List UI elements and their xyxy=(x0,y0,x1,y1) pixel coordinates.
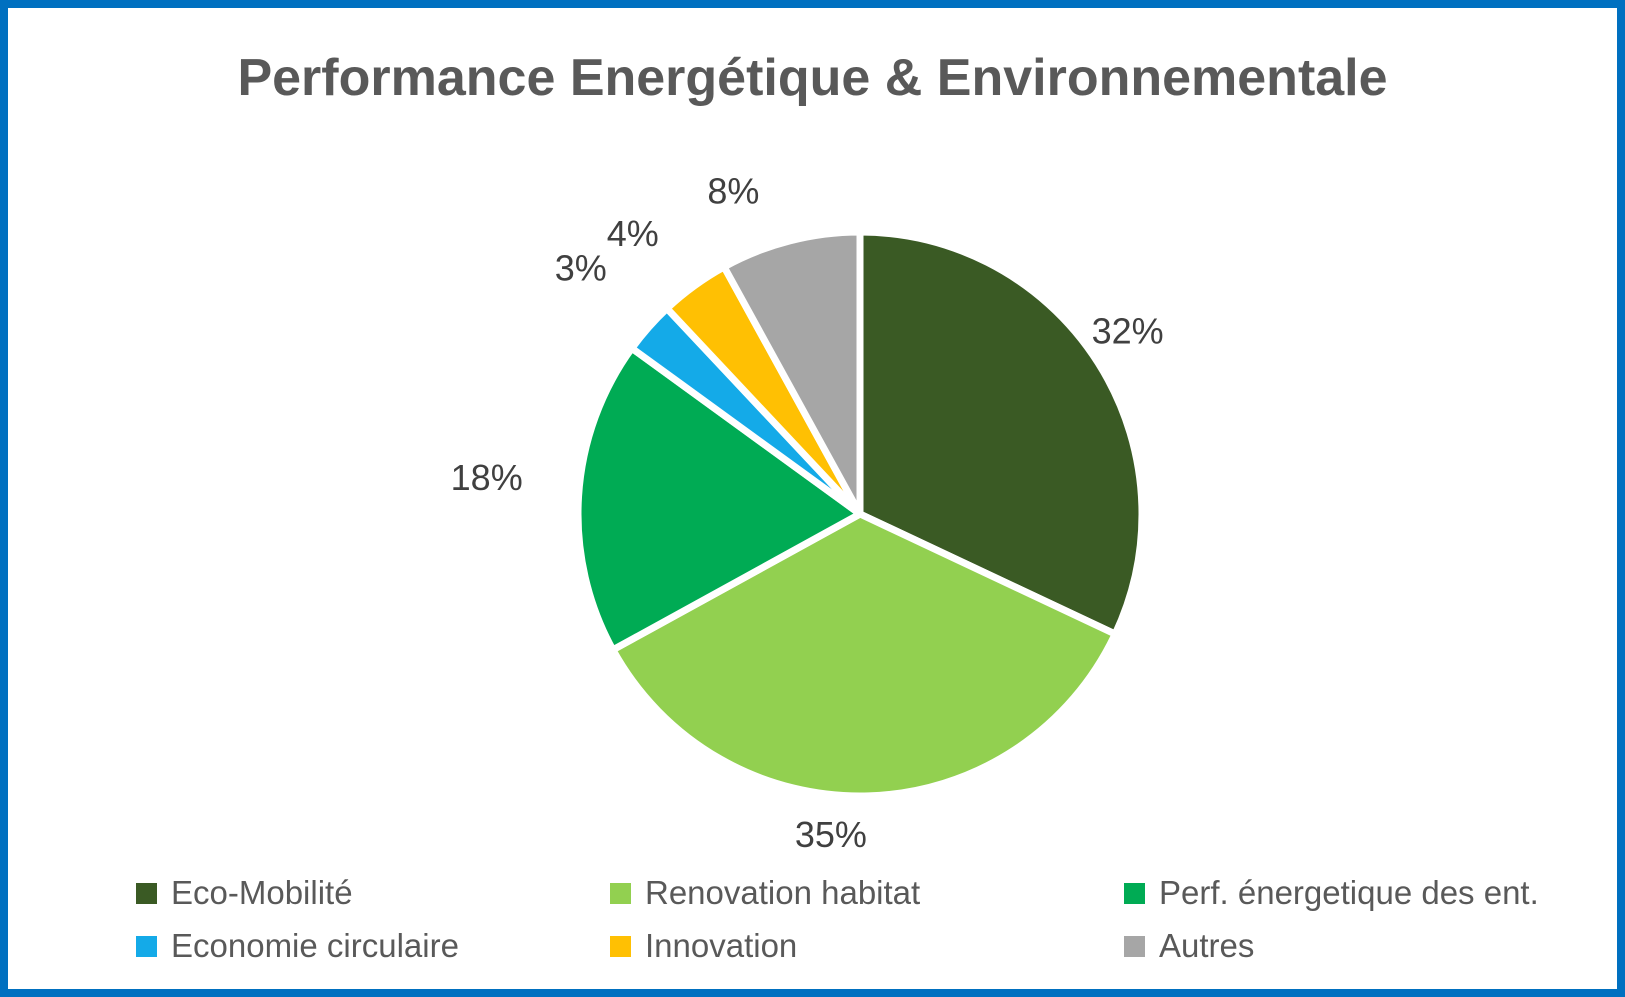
legend-label: Renovation habitat xyxy=(645,874,921,911)
legend-label: Innovation xyxy=(645,927,798,964)
legend-item-autres: Autres xyxy=(1124,927,1254,965)
pie-chart: 32% 35% 18% 3%4% 8% xyxy=(451,171,1164,855)
pie-slice-1 xyxy=(856,228,1146,638)
legend-swatch-icon xyxy=(1124,882,1145,904)
slice-data-label: 18% xyxy=(451,457,523,498)
slice-data-label: 35% xyxy=(795,814,867,855)
slice-data-label: 8% xyxy=(707,171,759,212)
pie-slice-6 xyxy=(720,228,864,518)
legend-swatch-icon xyxy=(1124,935,1145,957)
legend-item-renovation-habitat: Renovation habitat xyxy=(610,874,920,912)
legend-label: Autres xyxy=(1159,927,1255,964)
legend-label: Perf. énergetique des ent. xyxy=(1159,874,1539,911)
chart-title: Performance Energétique & Environnementa… xyxy=(237,49,1388,107)
slice-data-label: 3% xyxy=(555,247,607,288)
legend-item-innovation: Innovation xyxy=(610,927,797,965)
legend-label: Economie circulaire xyxy=(171,927,459,964)
legend-item-economie-circulaire: Economie circulaire xyxy=(136,927,459,965)
legend-item-eco-mobilite: Eco-Mobilité xyxy=(136,874,353,912)
pie-slice-3 xyxy=(574,344,864,654)
slice-data-label: 4% xyxy=(607,213,659,254)
legend-swatch-icon xyxy=(610,935,631,957)
legend-label: Eco-Mobilité xyxy=(171,874,353,911)
legend-swatch-icon xyxy=(136,882,157,904)
legend-swatch-icon xyxy=(136,935,157,957)
legend-item-perf-energetique: Perf. énergetique des ent. xyxy=(1124,874,1539,912)
slice-data-label: 32% xyxy=(1092,310,1164,351)
legend-swatch-icon xyxy=(610,882,631,904)
